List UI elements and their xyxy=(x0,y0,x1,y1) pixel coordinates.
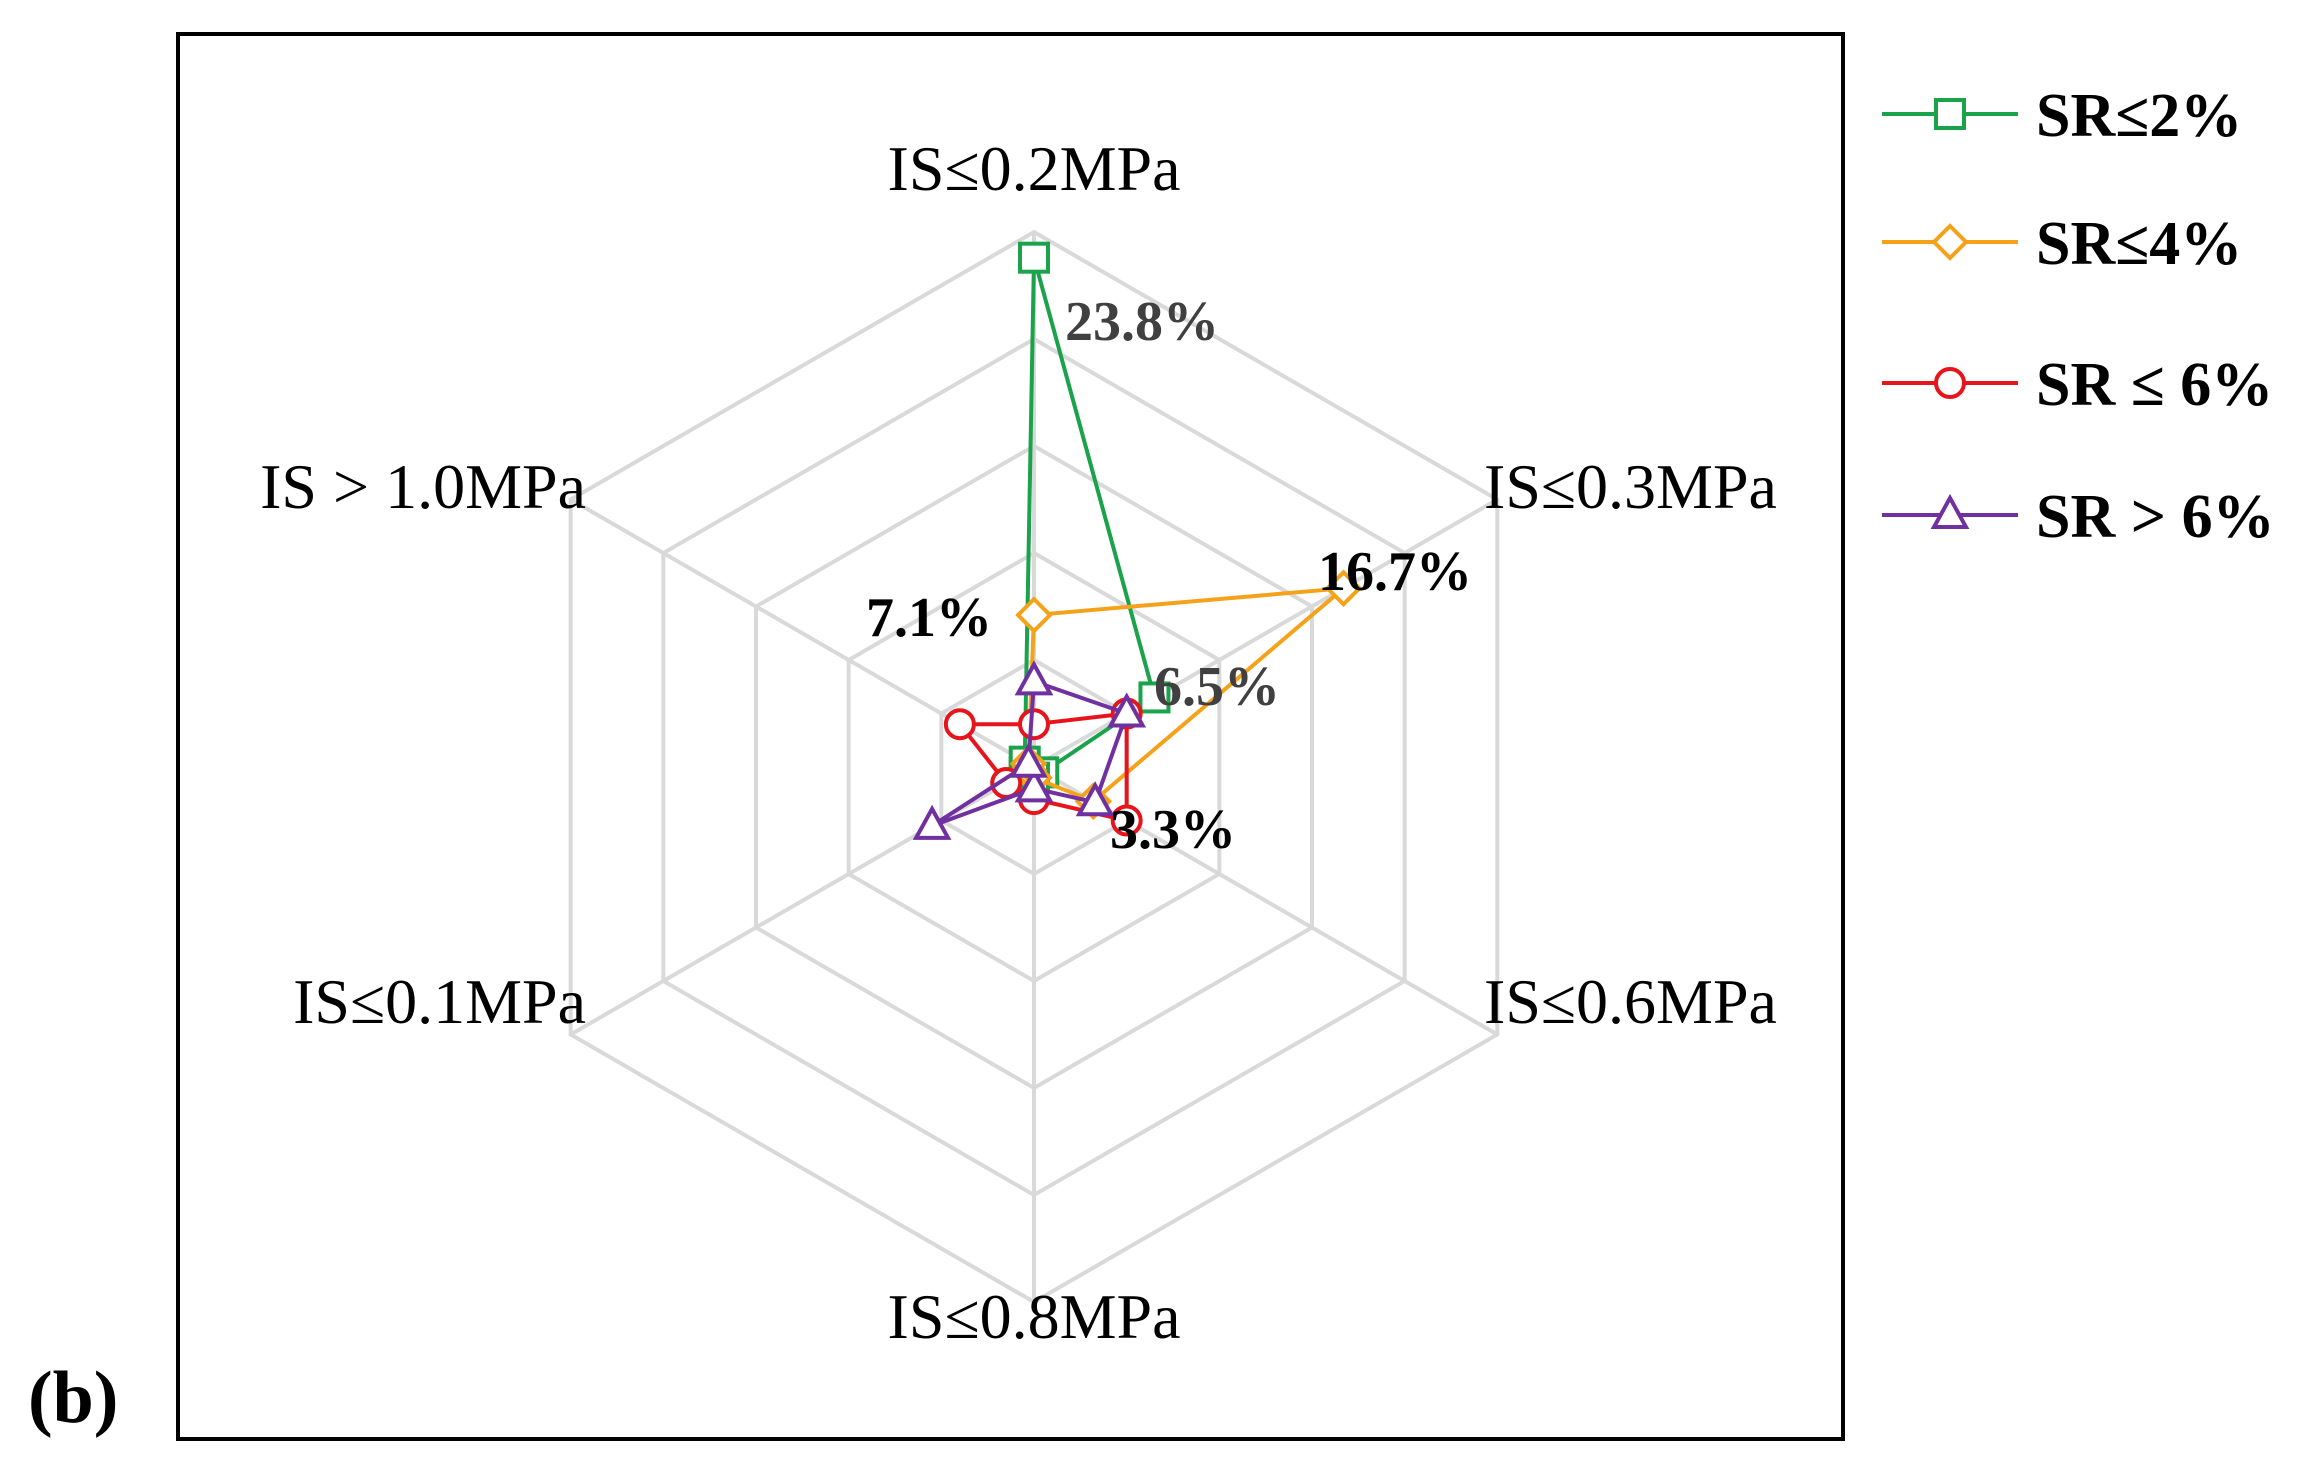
series-4 xyxy=(912,660,1147,840)
series-3-point-1 xyxy=(1018,708,1050,741)
grid-spoke-2 xyxy=(1033,497,1499,769)
legend-label-4: SR > 6% xyxy=(2036,483,2275,551)
legend-label-2: SR≤4% xyxy=(2036,210,2242,278)
annotation-23-8: 23.8% xyxy=(1065,291,1219,353)
series-3-point-3 xyxy=(1110,804,1143,837)
series-2-point-2 xyxy=(1324,569,1363,608)
legend-marker-1 xyxy=(1934,98,1966,130)
series-4-point-6 xyxy=(1009,742,1048,778)
axis-label-is-over-1-0: IS > 1.0MPa xyxy=(260,451,586,522)
series-1-point-2 xyxy=(1138,681,1171,714)
axis-label-is-0-6: IS≤0.6MPa xyxy=(1484,966,1777,1037)
legend-label-1: SR≤2% xyxy=(2036,82,2242,150)
legend-marker-2 xyxy=(1931,223,1969,261)
axis-label-is-0-8: IS≤0.8MPa xyxy=(888,1281,1181,1352)
legend-marker-4 xyxy=(1930,493,1970,529)
series-1-point-1 xyxy=(1018,241,1050,274)
legend-item-1: SR≤2% xyxy=(1882,82,2242,150)
legend-item-3: SR ≤ 6% xyxy=(1882,351,2273,419)
legend: SR≤2% SR≤4% SR ≤ 6% SR > 6% xyxy=(1882,82,2275,551)
plot-frame xyxy=(176,32,1845,1441)
axis-label-is-0-2: IS≤0.2MPa xyxy=(888,133,1181,204)
annotation-16-7: 16.7% xyxy=(1318,541,1472,603)
panel-label: (b) xyxy=(28,1357,118,1439)
series-layer xyxy=(912,241,1363,840)
legend-item-4: SR > 6% xyxy=(1882,483,2275,551)
data-annotations: 23.8% 16.7% 6.5% 3.3% 7.1% xyxy=(866,291,1472,861)
annotation-3-3: 3.3% xyxy=(1110,799,1236,861)
axis-labels: IS≤0.2MPa IS≤0.3MPa IS≤0.6MPa IS≤0.8MPa … xyxy=(260,133,1777,1352)
series-3-point-6 xyxy=(943,708,976,741)
legend-label-3: SR ≤ 6% xyxy=(2036,351,2273,419)
annotation-6-5: 6.5% xyxy=(1154,656,1280,718)
annotation-7-1: 7.1% xyxy=(866,587,992,649)
series-4-point-3 xyxy=(1075,781,1115,817)
series-4-point-5 xyxy=(912,804,952,840)
axis-label-is-0-1: IS≤0.1MPa xyxy=(293,966,586,1037)
series-2-point-1 xyxy=(1015,596,1053,634)
series-4-point-4 xyxy=(1014,767,1054,803)
legend-marker-3 xyxy=(1934,367,1966,399)
series-4-point-1 xyxy=(1014,660,1054,696)
series-4-point-2 xyxy=(1107,692,1147,728)
legend-item-2: SR≤4% xyxy=(1882,210,2242,278)
axis-label-is-0-3: IS≤0.3MPa xyxy=(1484,451,1777,522)
